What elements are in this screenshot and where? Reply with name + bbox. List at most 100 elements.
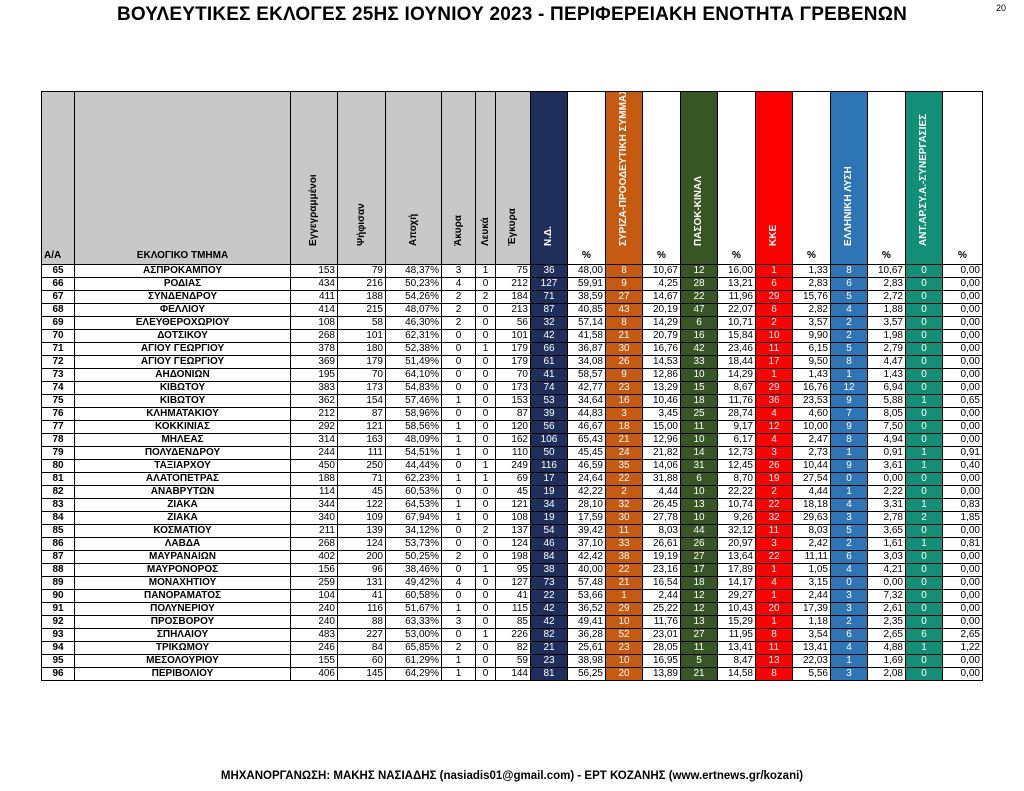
cell-syriza: 21 [605, 329, 643, 343]
cell-psifisan: 173 [337, 381, 386, 395]
cell-eggegrammenoi: 156 [290, 563, 338, 577]
cell-pasok: 17 [680, 563, 718, 577]
cell-antarsya-pct: 0,65 [942, 394, 983, 408]
cell-apoxi: 51,67% [385, 602, 442, 616]
cell-apoxi: 52,38% [385, 342, 442, 356]
cell-pasok-pct: 12,73 [717, 446, 756, 460]
cell-apoxi: 64,53% [385, 498, 442, 512]
cell-antarsya-pct: 0,00 [942, 589, 983, 603]
table-row: 67 ΣΥΝΔΕΝΔΡΟΥ 411 188 54,26% 2 2 184 71 38,59 27 14… [41, 290, 983, 304]
cell-elliniki-pct: 3,61 [867, 459, 906, 473]
cell-aa: 74 [41, 381, 75, 395]
cell-egkyra: 127 [495, 576, 531, 590]
cell-elliniki: 9 [830, 459, 868, 473]
cell-eggegrammenoi: 340 [290, 511, 338, 525]
cell-akyra: 0 [441, 563, 476, 577]
cell-syriza: 21 [605, 433, 643, 447]
cell-syriza: 8 [605, 316, 643, 330]
cell-kke: 19 [755, 472, 793, 486]
cell-elliniki-pct: 0,00 [867, 472, 906, 486]
cell-tmima: ΤΡΙΚΩΜΟΥ [74, 641, 291, 655]
cell-pasok: 12 [680, 264, 718, 278]
cell-tmima: ΖΙΑΚΑ [74, 511, 291, 525]
cell-egkyra: 213 [495, 303, 531, 317]
cell-pasok: 13 [680, 615, 718, 629]
cell-elliniki: 3 [830, 589, 868, 603]
cell-kke-pct: 1,18 [792, 615, 831, 629]
cell-apoxi: 60,58% [385, 589, 442, 603]
cell-elliniki: 5 [830, 290, 868, 304]
cell-nd: 36 [530, 264, 568, 278]
table-row: 82 ΑΝΑΒΡΥΤΩΝ 114 45 60,53% 0 0 45 19 42,22 2 4,44 10… [41, 485, 983, 499]
cell-kke-pct: 9,90 [792, 329, 831, 343]
cell-aa: 77 [41, 420, 75, 434]
cell-nd: 56 [530, 420, 568, 434]
cell-kke: 6 [755, 303, 793, 317]
cell-tmima: ΣΠΗΛΑΙΟΥ [74, 628, 291, 642]
cell-nd-pct: 58,57 [567, 368, 606, 382]
cell-aa: 83 [41, 498, 75, 512]
cell-kke-pct: 1,33 [792, 264, 831, 278]
table-row: 79 ΠΟΛΥΔΕΝΔΡΟΥ 244 111 54,51% 1 0 110 50 45,45 24 2… [41, 446, 983, 460]
cell-antarsya: 0 [905, 433, 943, 447]
cell-akyra: 4 [441, 576, 476, 590]
cell-egkyra: 85 [495, 615, 531, 629]
cell-kke-pct: 2,42 [792, 537, 831, 551]
cell-antarsya-pct: 0,00 [942, 550, 983, 564]
cell-syriza-pct: 26,45 [642, 498, 681, 512]
cell-nd: 34 [530, 498, 568, 512]
cell-pasok-pct: 22,22 [717, 485, 756, 499]
cell-apoxi: 48,07% [385, 303, 442, 317]
cell-akyra: 3 [441, 264, 476, 278]
cell-syriza: 1 [605, 589, 643, 603]
cell-lefka: 1 [475, 628, 496, 642]
cell-elliniki: 1 [830, 654, 868, 668]
cell-egkyra: 101 [495, 329, 531, 343]
cell-nd-pct: 24,64 [567, 472, 606, 486]
cell-nd: 73 [530, 576, 568, 590]
footer-credits: ΜΗΧΑΝΟΡΓΑΝΩΣΗ: ΜΑΚΗΣ ΝΑΣΙΑΔΗΣ (nasiadis0… [220, 770, 804, 782]
cell-egkyra: 120 [495, 420, 531, 434]
cell-pasok: 6 [680, 316, 718, 330]
cell-kke: 13 [755, 654, 793, 668]
cell-eggegrammenoi: 244 [290, 446, 338, 460]
cell-syriza: 9 [605, 277, 643, 291]
cell-elliniki: 8 [830, 433, 868, 447]
cell-psifisan: 71 [337, 472, 386, 486]
cell-syriza: 43 [605, 303, 643, 317]
cell-akyra: 0 [441, 628, 476, 642]
cell-pasok-pct: 11,95 [717, 628, 756, 642]
cell-syriza-pct: 2,44 [642, 589, 681, 603]
header-syriza: ΣΥΡΙΖΑ-ΠΡΟΟΔΕΥΤΙΚΗ ΣΥΜΜΑΧΙΑ [605, 91, 643, 265]
cell-aa: 96 [41, 667, 75, 681]
cell-kke: 1 [755, 264, 793, 278]
cell-aa: 70 [41, 329, 75, 343]
cell-lefka: 0 [475, 576, 496, 590]
cell-nd-pct: 57,14 [567, 316, 606, 330]
cell-elliniki-pct: 5,88 [867, 394, 906, 408]
cell-elliniki-pct: 4,94 [867, 433, 906, 447]
cell-tmima: ΜΟΝΑΧΗΤΙΟΥ [74, 576, 291, 590]
cell-kke-pct: 6,15 [792, 342, 831, 356]
cell-psifisan: 121 [337, 420, 386, 434]
cell-pasok: 5 [680, 654, 718, 668]
page-number: 20 [995, 3, 1006, 13]
cell-elliniki-pct: 2,83 [867, 277, 906, 291]
cell-nd-pct: 17,59 [567, 511, 606, 525]
cell-kke-pct: 22,03 [792, 654, 831, 668]
cell-syriza: 35 [605, 459, 643, 473]
cell-pasok-pct: 6,17 [717, 433, 756, 447]
cell-elliniki: 8 [830, 264, 868, 278]
cell-nd: 50 [530, 446, 568, 460]
header-kke: ΚΚΕ [755, 91, 793, 265]
cell-syriza-pct: 23,16 [642, 563, 681, 577]
cell-tmima: ΜΑΥΡΟΝΟΡΟΣ [74, 563, 291, 577]
cell-aa: 73 [41, 368, 75, 382]
cell-kke-pct: 18,18 [792, 498, 831, 512]
cell-elliniki-pct: 0,00 [867, 576, 906, 590]
table-row: 70 ΔΟΤΣΙΚΟΥ 268 101 62,31% 0 0 101 42 41,58 21 20,7… [41, 329, 983, 343]
cell-lefka: 2 [475, 524, 496, 538]
cell-elliniki-pct: 7,50 [867, 420, 906, 434]
cell-akyra: 2 [441, 550, 476, 564]
cell-psifisan: 215 [337, 303, 386, 317]
